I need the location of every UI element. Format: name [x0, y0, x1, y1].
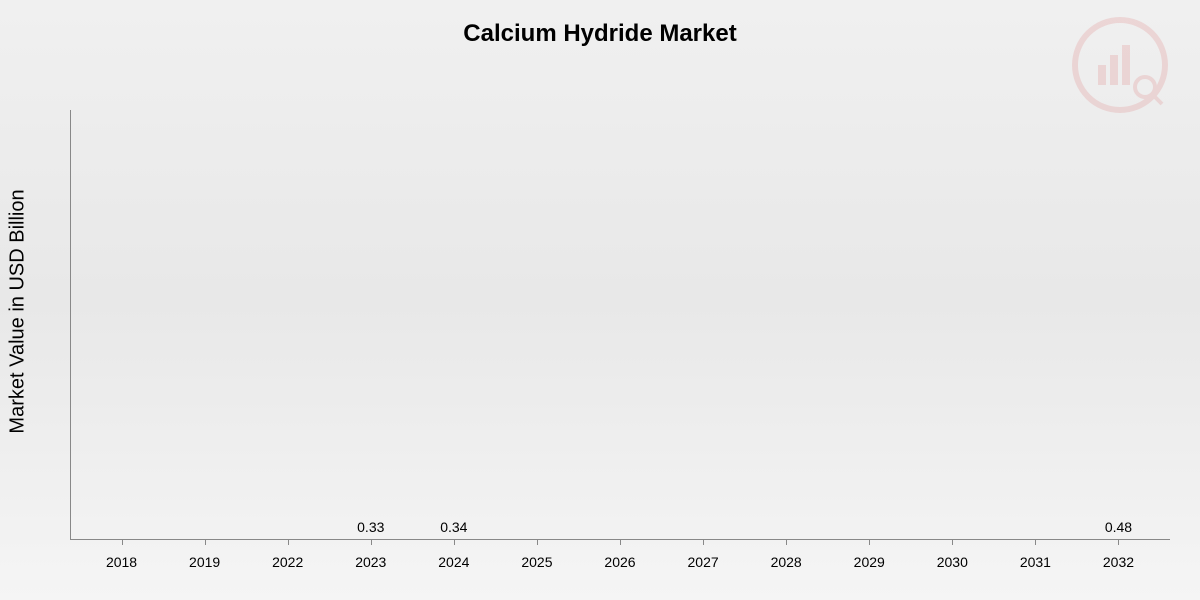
x-tick [537, 539, 538, 545]
x-axis-label: 2023 [329, 554, 412, 570]
x-tick [122, 539, 123, 545]
x-axis-label: 2029 [828, 554, 911, 570]
x-tick [205, 539, 206, 545]
x-axis-label: 2031 [994, 554, 1077, 570]
x-tick [288, 539, 289, 545]
plot-area: 0.33 0.34 0.48 [70, 110, 1170, 540]
x-tick [620, 539, 621, 545]
x-axis-label: 2018 [80, 554, 163, 570]
chart-title: Calcium Hydride Market [463, 20, 736, 48]
bar-value-label: 0.48 [1105, 519, 1132, 535]
x-tick [1035, 539, 1036, 545]
x-axis-label: 2028 [745, 554, 828, 570]
watermark-logo-icon [1070, 15, 1170, 115]
x-tick [1118, 539, 1119, 545]
chart-container: Calcium Hydride Market Market Value in U… [0, 0, 1200, 600]
x-axis-label: 2022 [246, 554, 329, 570]
x-tick [703, 539, 704, 545]
bar-value-label: 0.34 [440, 519, 467, 535]
x-axis-label: 2019 [163, 554, 246, 570]
x-axis-label: 2027 [662, 554, 745, 570]
bar-value-label: 0.33 [357, 519, 384, 535]
x-tick [371, 539, 372, 545]
x-tick [786, 539, 787, 545]
x-axis-labels: 2018201920222023202420252026202720282029… [70, 554, 1170, 570]
x-axis-label: 2032 [1077, 554, 1160, 570]
x-tick [454, 539, 455, 545]
bars-container: 0.33 0.34 0.48 [70, 110, 1170, 539]
x-axis-label: 2024 [412, 554, 495, 570]
x-tick [869, 539, 870, 545]
x-axis-label: 2025 [495, 554, 578, 570]
x-axis-label: 2030 [911, 554, 994, 570]
x-tick [952, 539, 953, 545]
y-axis-label: Market Value in USD Billion [7, 189, 30, 433]
x-axis-label: 2026 [578, 554, 661, 570]
